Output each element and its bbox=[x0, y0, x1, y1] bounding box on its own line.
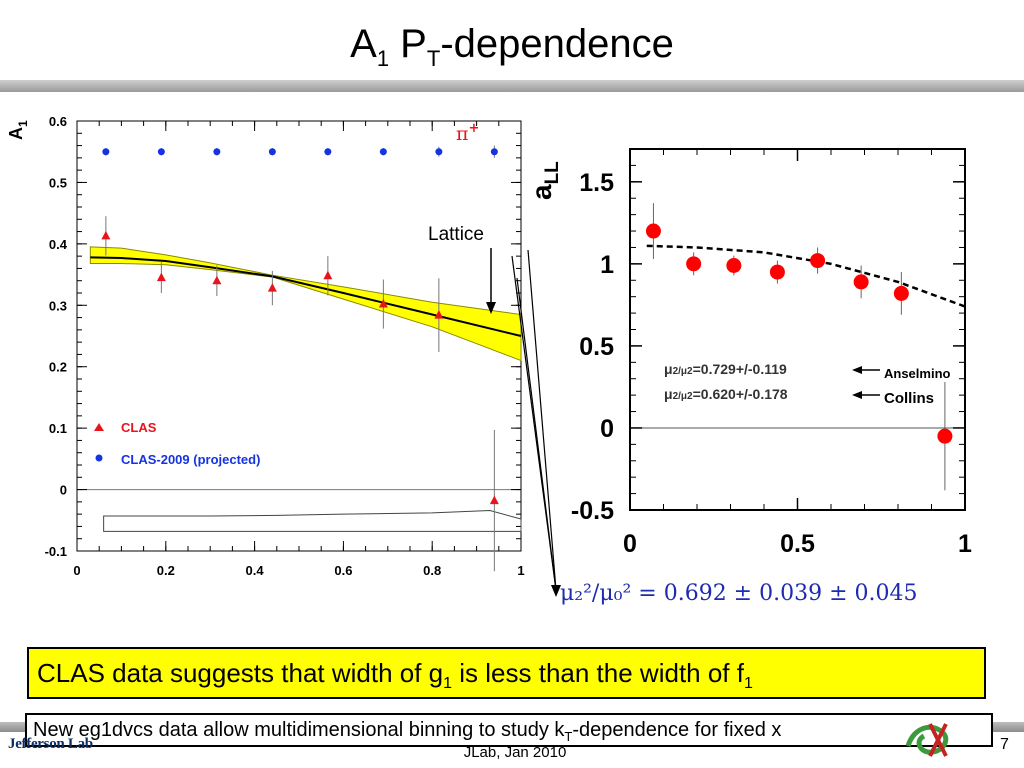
left-y-tick-label: 0.5 bbox=[49, 175, 67, 190]
model-label-anselmino: Anselmino bbox=[884, 366, 951, 381]
decorative-logo-icon bbox=[905, 723, 949, 757]
right-y-tick-label: 1 bbox=[600, 251, 614, 279]
left-legend-marker-clas bbox=[94, 423, 104, 431]
lattice-arrowhead bbox=[486, 302, 496, 314]
left-y-tick-label: 0.2 bbox=[49, 360, 67, 375]
left-data-point-clas2009 bbox=[435, 148, 443, 156]
left-plot-frame bbox=[76, 120, 522, 552]
left-x-tick-label: 1 bbox=[517, 563, 524, 578]
page-number: 7 bbox=[1000, 736, 1009, 753]
right-model-curve bbox=[646, 244, 966, 308]
left-data-point-clas bbox=[101, 230, 111, 240]
left-legend-label-clas: CLAS bbox=[121, 420, 157, 435]
left-data-point-clas2009 bbox=[213, 148, 221, 156]
left-data-point-clas bbox=[212, 275, 222, 285]
right-y-tick-label: 1.5 bbox=[579, 169, 614, 197]
right-x-tick-label: 0 bbox=[623, 530, 637, 558]
left-fit-band bbox=[89, 246, 522, 362]
right-x-tick-label: 1 bbox=[958, 530, 972, 558]
legend-arrowhead bbox=[852, 391, 862, 399]
left-data-point-clas bbox=[323, 270, 333, 280]
left-legend-marker-clas2009 bbox=[95, 454, 103, 462]
right-legend-text: μ2/μ2=0.729+/-0.119 bbox=[664, 361, 787, 377]
left-data-point-clas2009 bbox=[102, 148, 110, 156]
right-y-tick-label: -0.5 bbox=[571, 497, 614, 525]
left-y-tick-label: 0.3 bbox=[49, 298, 67, 313]
right-y-tick-label: 0.5 bbox=[579, 333, 614, 361]
left-x-tick-label: 0.2 bbox=[157, 563, 175, 578]
left-data-point-clas2009 bbox=[157, 148, 165, 156]
right-x-tick-label: 0.5 bbox=[780, 530, 815, 558]
left-x-tick-label: 0.4 bbox=[246, 563, 265, 578]
left-data-point-clas bbox=[434, 310, 444, 319]
left-data-point-clas2009 bbox=[379, 148, 387, 156]
connector-arrowhead bbox=[551, 585, 561, 597]
left-y-tick-label: 0.6 bbox=[49, 114, 67, 129]
right-data-point bbox=[893, 285, 909, 301]
right-data-point bbox=[810, 253, 826, 269]
left-data-point-clas bbox=[267, 283, 277, 292]
left-y-axis-label: A1 bbox=[6, 120, 30, 140]
left-data-point-clas2009 bbox=[324, 148, 332, 156]
left-x-tick-label: 0.6 bbox=[334, 563, 352, 578]
left-y-tick-label: -0.1 bbox=[45, 544, 67, 559]
right-data-point bbox=[853, 274, 869, 290]
legend-arrowhead bbox=[852, 366, 862, 374]
pi-plus-label: π+ bbox=[456, 121, 479, 145]
lattice-annotation: Lattice bbox=[428, 224, 484, 245]
footer-date: JLab, Jan 2010 bbox=[463, 744, 567, 761]
left-x-tick-label: 0 bbox=[73, 563, 80, 578]
left-data-point-clas bbox=[378, 299, 388, 308]
left-systematic-band bbox=[103, 509, 522, 532]
right-data-point bbox=[645, 223, 661, 239]
right-data-point bbox=[726, 258, 742, 274]
conclusion-box: CLAS data suggests that width of g1 is l… bbox=[27, 647, 986, 699]
left-data-point-clas bbox=[156, 272, 166, 282]
connector-line bbox=[527, 249, 557, 591]
connector-line bbox=[516, 277, 557, 591]
right-legend-text: μ2/μ2=0.620+/-0.178 bbox=[664, 386, 788, 402]
left-fit-curve bbox=[90, 256, 522, 337]
left-data-point-clas bbox=[489, 495, 499, 505]
note-box: New eg1dvcs data allow multidimensional … bbox=[25, 713, 993, 747]
formula-text: μ₂²/μ₀² = 0.692 ± 0.039 ± 0.045 bbox=[560, 581, 918, 606]
left-data-point-clas2009 bbox=[268, 148, 276, 156]
left-legend-label-clas2009: CLAS-2009 (projected) bbox=[121, 452, 260, 467]
left-y-tick-label: 0.4 bbox=[49, 237, 68, 252]
left-y-tick-label: 0 bbox=[60, 483, 67, 498]
right-data-point bbox=[769, 264, 785, 280]
lab-logo: Jefferson Lab bbox=[8, 736, 93, 752]
right-data-point bbox=[937, 428, 953, 444]
right-plot-frame bbox=[629, 148, 966, 511]
slide-title: A1 PT-dependence bbox=[350, 22, 674, 71]
right-data-point bbox=[686, 256, 702, 272]
title-divider bbox=[0, 80, 1024, 92]
right-y-tick-label: 0 bbox=[600, 415, 614, 443]
left-x-tick-label: 0.8 bbox=[423, 563, 441, 578]
left-data-point-clas2009 bbox=[490, 148, 498, 156]
model-label-collins: Collins bbox=[884, 390, 934, 407]
left-y-tick-label: 0.1 bbox=[49, 421, 67, 436]
right-y-axis-label: aLL bbox=[526, 161, 563, 200]
